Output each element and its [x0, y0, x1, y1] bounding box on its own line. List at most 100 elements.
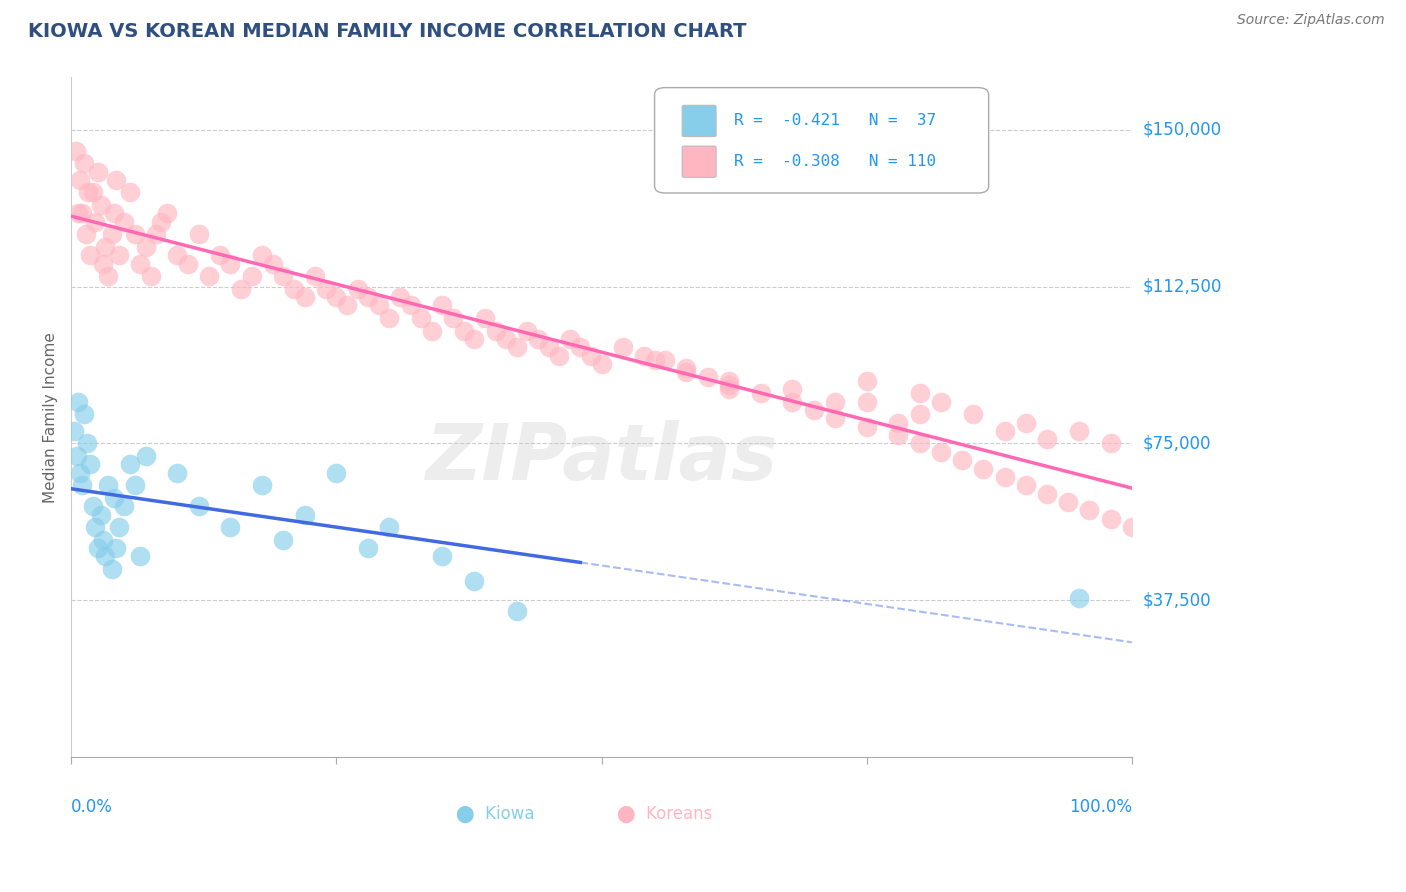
Point	[993, 470, 1015, 484]
Point	[855, 394, 877, 409]
Point	[79, 458, 101, 472]
Point	[87, 164, 110, 178]
Point	[129, 256, 152, 270]
Point	[104, 173, 127, 187]
Point	[103, 491, 125, 505]
Point	[1067, 424, 1090, 438]
Point	[108, 248, 131, 262]
FancyBboxPatch shape	[682, 146, 716, 178]
Point	[908, 436, 931, 450]
Point	[749, 386, 772, 401]
Point	[432, 549, 454, 564]
Point	[474, 310, 496, 325]
Point	[633, 349, 655, 363]
Point	[219, 256, 242, 270]
Point	[315, 282, 337, 296]
Point	[229, 282, 252, 296]
Point	[129, 549, 152, 564]
Point	[1036, 432, 1059, 446]
Point	[118, 186, 141, 200]
Point	[97, 269, 120, 284]
Point	[103, 206, 125, 220]
Point	[346, 282, 368, 296]
Point	[87, 541, 110, 555]
Point	[782, 394, 804, 409]
Point	[177, 256, 200, 270]
Point	[441, 310, 464, 325]
Point	[357, 290, 380, 304]
Point	[77, 186, 100, 200]
Point	[993, 424, 1015, 438]
Point	[654, 352, 676, 367]
Point	[94, 549, 117, 564]
Point	[208, 248, 231, 262]
Point	[91, 533, 114, 547]
Point	[887, 416, 910, 430]
Point	[325, 290, 347, 304]
Text: R =  -0.421   N =  37: R = -0.421 N = 37	[734, 113, 936, 128]
Point	[273, 533, 295, 547]
Point	[824, 394, 846, 409]
Point	[66, 206, 89, 220]
Point	[463, 332, 485, 346]
Point	[950, 453, 973, 467]
Point	[112, 215, 135, 229]
Point	[63, 424, 86, 438]
Point	[548, 349, 571, 363]
Point	[90, 198, 112, 212]
Point	[506, 340, 529, 354]
Point	[389, 290, 412, 304]
Point	[929, 445, 952, 459]
Point	[156, 206, 179, 220]
Point	[495, 332, 517, 346]
Point	[644, 352, 666, 367]
Text: R =  -0.308   N = 110: R = -0.308 N = 110	[734, 154, 936, 169]
Point	[484, 324, 506, 338]
Text: $150,000: $150,000	[1143, 120, 1222, 139]
Point	[283, 282, 305, 296]
FancyBboxPatch shape	[682, 105, 716, 136]
Text: ⬤  Kiowa: ⬤ Kiowa	[457, 805, 534, 823]
Point	[187, 499, 209, 513]
Point	[250, 478, 273, 492]
Point	[717, 382, 740, 396]
Point	[91, 256, 114, 270]
Point	[82, 499, 104, 513]
Text: $37,500: $37,500	[1143, 591, 1212, 609]
Point	[717, 377, 740, 392]
Point	[325, 466, 347, 480]
Point	[887, 428, 910, 442]
Point	[118, 458, 141, 472]
Point	[782, 382, 804, 396]
Point	[100, 562, 122, 576]
Point	[378, 310, 401, 325]
Text: $75,000: $75,000	[1143, 434, 1212, 452]
Point	[124, 227, 146, 242]
Point	[569, 340, 592, 354]
Point	[516, 324, 538, 338]
Point	[90, 508, 112, 522]
Text: 100.0%: 100.0%	[1069, 798, 1132, 816]
Point	[506, 604, 529, 618]
Point	[1036, 486, 1059, 500]
Point	[76, 436, 98, 450]
Text: 0.0%: 0.0%	[72, 798, 114, 816]
Point	[187, 227, 209, 242]
Text: $112,500: $112,500	[1143, 277, 1222, 295]
Point	[591, 357, 613, 371]
Point	[378, 520, 401, 534]
Point	[855, 374, 877, 388]
Point	[908, 407, 931, 421]
Point	[432, 298, 454, 312]
Point	[411, 310, 433, 325]
Point	[908, 386, 931, 401]
Point	[1121, 520, 1143, 534]
FancyBboxPatch shape	[655, 87, 988, 193]
Point	[104, 541, 127, 555]
Point	[69, 466, 91, 480]
Point	[83, 520, 105, 534]
Point	[94, 240, 117, 254]
Point	[198, 269, 221, 284]
Point	[145, 227, 167, 242]
Point	[73, 156, 96, 170]
